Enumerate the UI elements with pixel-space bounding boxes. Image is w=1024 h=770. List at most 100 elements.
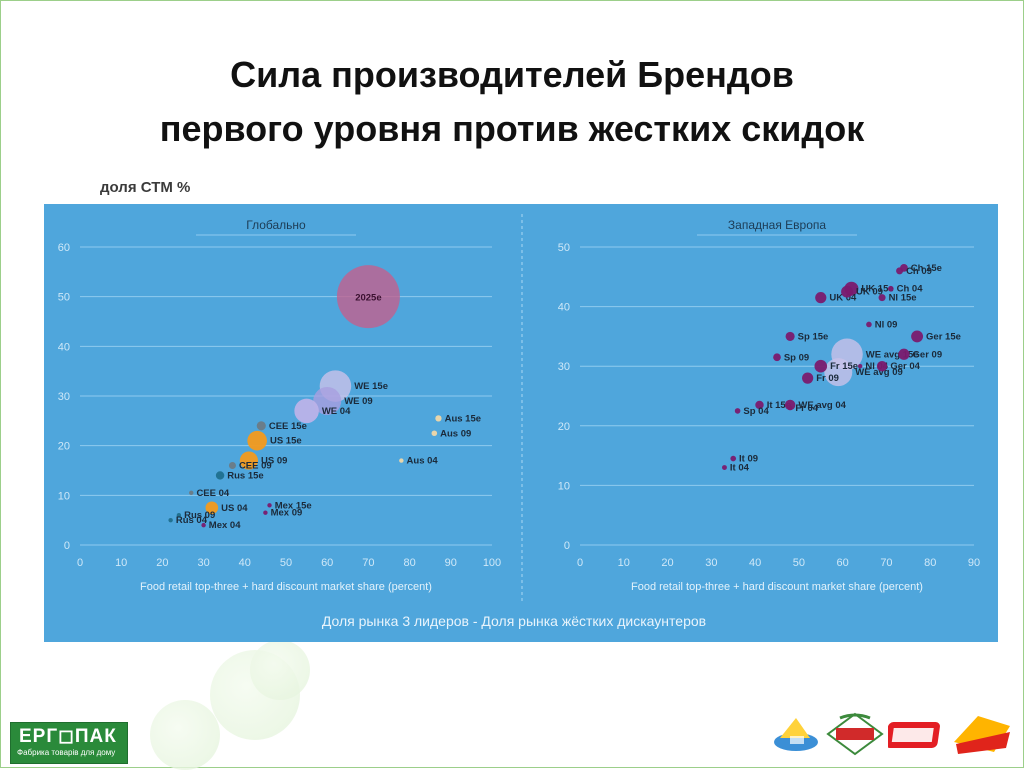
data-point: [911, 330, 924, 343]
x-tick-label: 50: [280, 557, 292, 569]
data-point: [189, 490, 194, 496]
background-circle: [150, 700, 220, 770]
data-label: Mex 04: [209, 520, 241, 531]
data-label: CEE 09: [239, 461, 272, 472]
data-label: Ger 09: [913, 349, 943, 360]
ergopak-logo-main: ЕРГ◻ПАК: [19, 726, 117, 747]
data-label: US 15e: [270, 436, 302, 447]
data-point: [247, 430, 267, 451]
y-tick-label: 50: [58, 292, 70, 304]
y-tick-label: 30: [558, 361, 570, 373]
data-label: WE avg 09: [855, 367, 903, 378]
x-tick-label: 0: [77, 557, 83, 569]
data-point: [784, 399, 796, 411]
data-label: Nl 15e: [889, 293, 917, 304]
data-point: [435, 415, 442, 422]
data-point: [734, 408, 741, 414]
x-tick-label: 90: [968, 557, 980, 569]
data-label: Rus 09: [184, 510, 215, 521]
y-tick-label: 10: [558, 480, 570, 492]
y-tick-label: 0: [564, 540, 570, 552]
data-label: Mex 15e: [275, 500, 312, 511]
data-point: [239, 451, 259, 470]
data-label: Mex 09: [271, 508, 303, 519]
y-tick-label: 0: [64, 540, 70, 552]
x-tick-label: 30: [197, 557, 209, 569]
data-point: [263, 510, 268, 515]
data-label: CEE 15e: [269, 421, 307, 432]
data-label: Fr 04: [795, 403, 818, 414]
y-tick-label: 20: [58, 441, 70, 453]
x-tick-label: 10: [115, 557, 127, 569]
data-point: [399, 458, 404, 463]
data-label: 2025e: [355, 293, 381, 304]
data-point: [773, 353, 781, 362]
data-label: UK 09: [856, 287, 883, 298]
data-label: US 09: [261, 456, 287, 467]
chart-panel: Доля рынка 3 лидеров - Доля рынка жёстки…: [44, 204, 998, 642]
data-label: Nl 09: [875, 319, 898, 330]
chart-1: Глобально 0 10 20 30 40 50 60 0 10 20 30 40 50 60 70 80 9…: [58, 218, 501, 593]
data-label: Sp 04: [743, 406, 769, 417]
data-point: [814, 359, 828, 373]
data-label: UK 15e: [861, 284, 893, 295]
data-point: [730, 455, 737, 462]
page-title: Сила производителей Брендов первого уров…: [159, 54, 865, 149]
x-tick-label: 20: [156, 557, 168, 569]
data-point: [336, 265, 400, 329]
data-label: Ch 04: [897, 284, 924, 295]
data-label: Sp 15e: [798, 331, 829, 342]
data-label: Aus 09: [440, 428, 471, 439]
data-label: Aus 15e: [445, 413, 481, 424]
x-tick-label: 80: [403, 557, 415, 569]
data-point: [785, 331, 795, 341]
data-point: [215, 471, 225, 480]
ergopak-logo-sub: Фабрика товарів для дому: [17, 748, 116, 757]
x-tick-label: 60: [321, 557, 333, 569]
data-label: Rus 04: [176, 515, 208, 526]
data-point: [878, 294, 886, 302]
data-point: [201, 522, 206, 528]
data-label: Fr 09: [816, 373, 839, 384]
data-point: [256, 421, 266, 431]
data-point: [876, 360, 888, 372]
data-point: [824, 358, 853, 387]
x-axis-label: Food retail top-three + hard discount ma…: [631, 581, 923, 593]
data-label: CEE 04: [196, 488, 229, 499]
data-label: It 15e: [767, 400, 791, 411]
x-tick-label: 90: [445, 557, 457, 569]
y-tick-label: 20: [558, 421, 570, 433]
data-point: [294, 398, 319, 424]
chart-svg: Доля рынка 3 лидеров - Доля рынка жёстки…: [58, 214, 980, 629]
ergopak-logo: ЕРГ◻ПАК Фабрика товарів для дому: [10, 722, 128, 764]
data-label: WE avg 04: [798, 400, 846, 411]
data-point: [815, 292, 827, 304]
background-circle: [250, 640, 310, 700]
data-label: Rus 15e: [227, 470, 263, 481]
data-label: It 09: [739, 454, 758, 465]
x-tick-label: 80: [924, 557, 936, 569]
x-tick-label: 70: [362, 557, 374, 569]
y-axis-title: доля СТМ %: [100, 179, 191, 196]
data-point: [168, 517, 173, 523]
chart-title: Западная Европа: [728, 218, 826, 232]
y-tick-label: 60: [58, 242, 70, 254]
promo-brand-logo-icon: [954, 716, 1010, 754]
data-label: WE 04: [322, 406, 351, 417]
data-label: Ger 15e: [926, 331, 961, 342]
data-point: [267, 503, 272, 508]
y-tick-label: 50: [558, 242, 570, 254]
nova-brand-logo-icon: [888, 722, 940, 748]
x-tick-label: 30: [705, 557, 717, 569]
x-tick-label: 10: [618, 557, 630, 569]
data-label: WE 09: [344, 396, 373, 407]
household-brand-logo-icon: [826, 712, 884, 756]
data-point: [755, 400, 764, 410]
y-tick-label: 40: [58, 341, 70, 353]
bottom-caption: Доля рынка 3 лидеров - Доля рынка жёстки…: [322, 613, 706, 629]
y-tick-label: 10: [58, 490, 70, 502]
boat-brand-logo-icon: [774, 718, 818, 751]
x-tick-label: 40: [749, 557, 761, 569]
x-tick-label: 70: [880, 557, 892, 569]
data-label: WE 15e: [354, 381, 388, 392]
